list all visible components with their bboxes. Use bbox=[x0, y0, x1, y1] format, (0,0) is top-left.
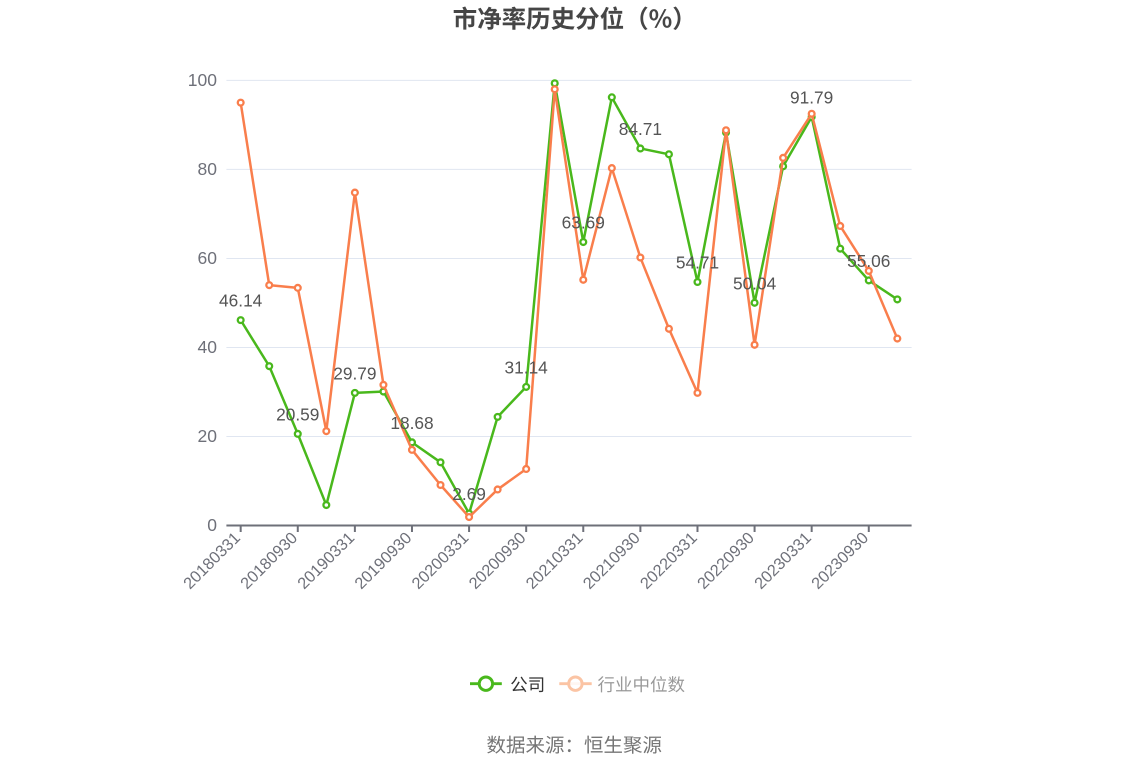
svg-text:55.06: 55.06 bbox=[847, 251, 890, 271]
svg-text:46.14: 46.14 bbox=[219, 291, 263, 311]
svg-text:31.14: 31.14 bbox=[505, 358, 549, 378]
svg-text:63.69: 63.69 bbox=[562, 213, 605, 233]
svg-text:91.79: 91.79 bbox=[790, 88, 833, 108]
svg-text:84.71: 84.71 bbox=[619, 119, 662, 139]
svg-text:20: 20 bbox=[198, 426, 218, 446]
svg-text:29.79: 29.79 bbox=[333, 364, 376, 384]
svg-text:20.59: 20.59 bbox=[276, 404, 319, 424]
svg-text:100: 100 bbox=[188, 70, 217, 90]
svg-text:2.69: 2.69 bbox=[452, 484, 486, 504]
svg-text:0: 0 bbox=[207, 515, 217, 535]
svg-text:18.68: 18.68 bbox=[390, 413, 433, 433]
svg-text:40: 40 bbox=[198, 337, 218, 357]
svg-text:80: 80 bbox=[198, 159, 218, 179]
svg-text:50.04: 50.04 bbox=[733, 273, 777, 293]
svg-text:60: 60 bbox=[198, 248, 218, 268]
svg-text:54.71: 54.71 bbox=[676, 253, 719, 273]
